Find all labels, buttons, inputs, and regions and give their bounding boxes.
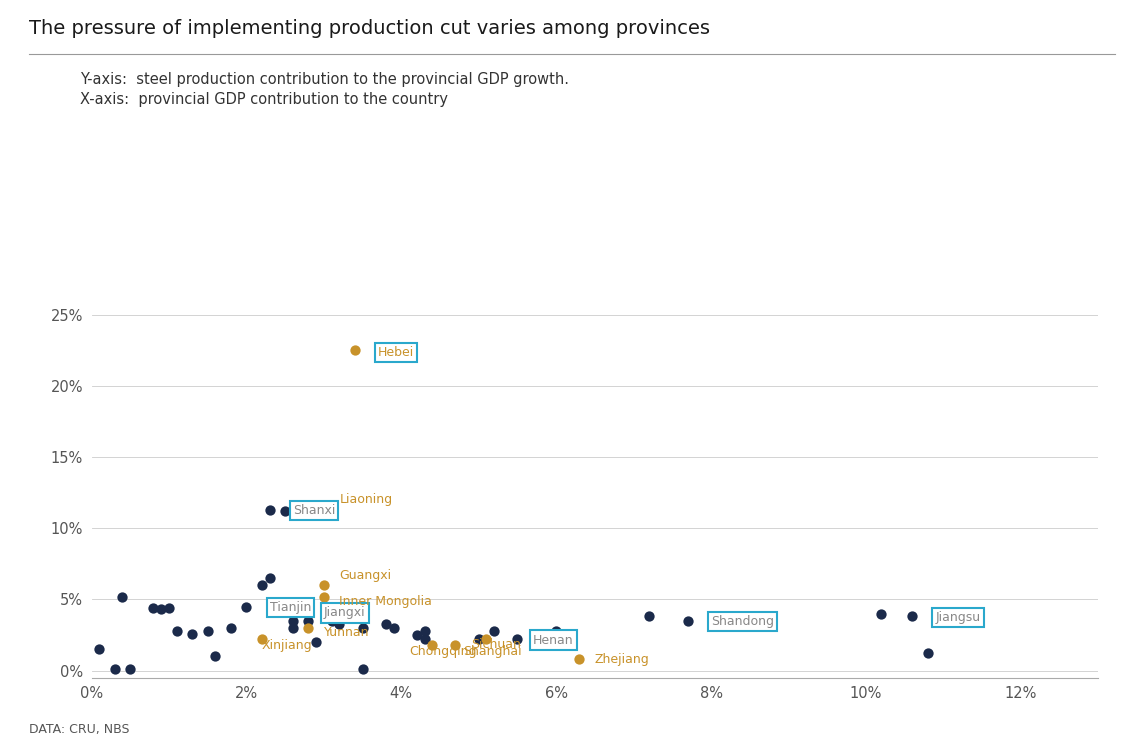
Point (315, 579, 333, 591)
Point (376, 617, 395, 630)
Point (477, 633, 495, 645)
Text: Zhejiang: Zhejiang (595, 654, 650, 666)
Point (323, 614, 341, 626)
Text: Liaoning: Liaoning (340, 492, 392, 505)
Point (105, 663, 124, 675)
Point (307, 636, 325, 648)
Text: Y-axis:  steel production contribution to the provincial GDP growth.: Y-axis: steel production contribution to… (80, 72, 569, 87)
Text: DATA: CRU, NBS: DATA: CRU, NBS (29, 724, 129, 736)
Text: Shanghai: Shanghai (463, 645, 522, 658)
Point (261, 504, 279, 516)
Text: Jiangxi: Jiangxi (324, 606, 365, 620)
Point (639, 611, 658, 623)
Point (331, 617, 349, 630)
Text: Guangxi: Guangxi (340, 569, 391, 583)
Point (284, 614, 302, 626)
Point (904, 611, 922, 623)
Text: Shanxi: Shanxi (293, 504, 335, 517)
Text: The pressure of implementing production cut varies among provinces: The pressure of implementing production … (29, 19, 709, 38)
Point (678, 614, 697, 626)
Text: Hebei: Hebei (378, 346, 414, 359)
Point (315, 590, 333, 602)
Text: Inner Mongolia: Inner Mongolia (340, 595, 432, 608)
Point (415, 625, 434, 637)
Text: X-axis:  provincial GDP contribution to the country: X-axis: provincial GDP contribution to t… (80, 92, 448, 107)
Point (152, 603, 170, 615)
Point (253, 579, 271, 591)
Point (547, 625, 565, 637)
Point (300, 622, 318, 634)
Text: Xinjiang: Xinjiang (262, 639, 312, 652)
Point (222, 622, 240, 634)
Point (353, 663, 372, 675)
Point (160, 602, 178, 614)
Text: Yunnan: Yunnan (324, 626, 370, 639)
Text: Sichuan: Sichuan (471, 638, 521, 651)
Text: Henan: Henan (533, 633, 573, 647)
Point (206, 651, 224, 663)
Point (261, 572, 279, 584)
Point (167, 625, 185, 637)
Point (183, 627, 201, 639)
Point (121, 663, 140, 675)
Point (199, 625, 217, 637)
Point (144, 602, 162, 614)
Point (345, 344, 364, 356)
Point (113, 590, 132, 602)
Point (237, 600, 255, 612)
Point (276, 505, 294, 517)
Point (353, 622, 372, 634)
Point (508, 633, 526, 645)
Point (469, 633, 487, 645)
Point (570, 653, 588, 665)
Text: Jiangsu: Jiangsu (936, 611, 980, 623)
Point (300, 614, 318, 626)
Point (284, 622, 302, 634)
Point (919, 648, 937, 660)
Point (872, 608, 890, 620)
Point (90, 643, 109, 655)
Text: Shandong: Shandong (712, 615, 774, 628)
Point (407, 629, 426, 641)
Point (423, 639, 442, 651)
Point (384, 622, 403, 634)
Point (485, 625, 503, 637)
Text: Tianjin: Tianjin (270, 601, 311, 614)
Point (415, 633, 434, 645)
Point (446, 639, 464, 651)
Point (315, 501, 333, 513)
Point (253, 633, 271, 645)
Text: Chongqing: Chongqing (410, 645, 477, 658)
